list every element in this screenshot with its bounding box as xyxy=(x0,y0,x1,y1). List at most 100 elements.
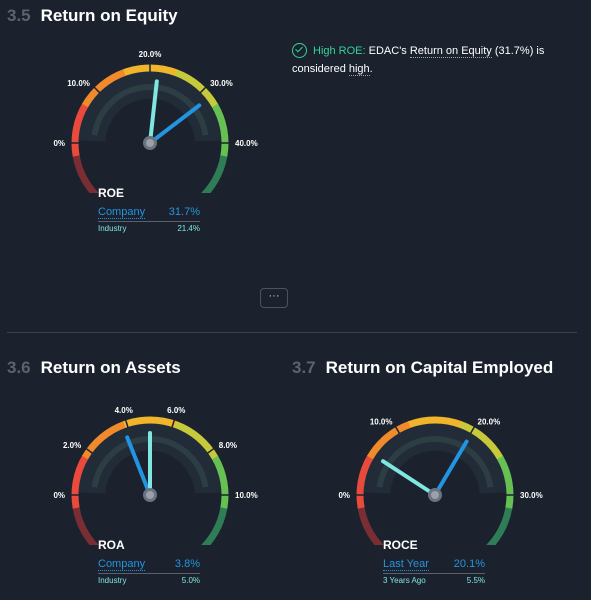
more-button[interactable]: ··· xyxy=(260,288,288,308)
gauge-band-segment xyxy=(195,507,228,556)
metric-secondary-label: 3 Years Ago xyxy=(383,576,426,585)
gauge-band-segment xyxy=(71,103,89,157)
metric-secondary-row: 3 Years Ago 5.5% xyxy=(383,573,485,585)
gauge-tick xyxy=(93,86,101,94)
metric-primary-row: Company 31.7% xyxy=(98,206,200,221)
gauge-needle-secondary xyxy=(381,459,437,497)
roce-section-title: 3.7 Return on Capital Employed xyxy=(292,358,553,378)
gauge-band-segment xyxy=(174,421,219,460)
roe-section-title: 3.5 Return on Equity xyxy=(7,6,178,26)
metric-secondary-row: Industry 5.0% xyxy=(98,573,200,585)
insight-highlight: High ROE: xyxy=(313,45,366,57)
insight-text: EDAC's xyxy=(365,45,410,57)
gauge-band-segment xyxy=(71,455,89,509)
gauge-band-segment xyxy=(123,416,178,429)
insight-text: . xyxy=(369,63,373,75)
gauge-inner-band xyxy=(75,68,225,143)
gauge-tick-label: 30.0% xyxy=(520,491,543,500)
section-number: 3.7 xyxy=(292,358,316,377)
section-number: 3.6 xyxy=(7,358,31,377)
insight-text: (31.7%) is xyxy=(491,45,545,57)
gauge-hub-center xyxy=(146,139,154,147)
gauge-tick-label: 0% xyxy=(53,491,65,500)
gauge-inner-band xyxy=(360,420,510,495)
metric-primary-row: Last Year 20.1% xyxy=(383,558,485,573)
gauge-tick-label: 20.0% xyxy=(139,50,162,59)
metric-title: ROCE xyxy=(383,538,418,552)
gauge-band-segment xyxy=(82,421,127,460)
metric-primary-value: 3.8% xyxy=(174,558,200,570)
gauge-svg: 0% 10.0% 20.0% 30.0% 40.0% xyxy=(53,50,258,204)
gauge-band-segment xyxy=(211,103,229,158)
metric-primary-value: 20.1% xyxy=(453,558,485,570)
section-heading: Return on Capital Employed xyxy=(325,358,554,377)
gauge-band-segment xyxy=(174,69,219,108)
gauge-needle-primary xyxy=(433,439,469,497)
metric-secondary-value: 5.5% xyxy=(466,576,485,585)
gauge-tick-label: 10.0% xyxy=(370,417,393,426)
metric-primary-label[interactable]: Company xyxy=(98,558,146,571)
roa-gauge: 0% 2.0% 4.0% 6.0% 8.0% 10.0% xyxy=(30,385,270,556)
gauge-tick xyxy=(469,426,476,434)
gauge-tick-label: 0% xyxy=(338,491,350,500)
gauge-tick-label: 40.0% xyxy=(235,139,258,148)
roa-metric-panel: ROA Company 3.8% Industry 5.0% xyxy=(98,538,200,585)
gauge-tick-label: 30.0% xyxy=(210,79,233,88)
metric-primary-label[interactable]: Company xyxy=(98,206,146,219)
insight-link[interactable]: Return on Equity xyxy=(409,45,492,58)
metric-secondary-value: 21.4% xyxy=(177,224,200,233)
metric-primary-label[interactable]: Last Year xyxy=(383,558,429,571)
gauge-band-segment xyxy=(408,416,463,429)
section-divider xyxy=(7,332,577,333)
gauge-tick xyxy=(394,426,401,434)
insight-text: considered xyxy=(292,63,349,75)
metric-title: ROA xyxy=(98,538,125,552)
metric-title: ROE xyxy=(98,186,125,200)
metric-primary-value: 31.7% xyxy=(168,206,200,218)
metric-secondary-row: Industry 21.4% xyxy=(98,221,200,233)
gauge-needle-secondary xyxy=(148,79,159,145)
gauge-inner-arc xyxy=(91,83,209,136)
roce-metric-panel: ROCE Last Year 20.1% 3 Years Ago 5.5% xyxy=(383,538,485,585)
gauge-band-segment xyxy=(480,507,513,556)
gauge-band-segment xyxy=(459,421,504,460)
metric-secondary-value: 5.0% xyxy=(181,576,200,585)
gauge-tick xyxy=(124,419,129,428)
gauge-svg: 0% 2.0% 4.0% 6.0% 8.0% 10.0% xyxy=(53,406,258,556)
gauge-hub-center xyxy=(146,491,154,499)
check-circle-icon xyxy=(292,43,307,58)
gauge-band-segment xyxy=(82,69,127,108)
gauge-needle-primary xyxy=(148,103,202,145)
gauge-tick-label: 6.0% xyxy=(167,406,185,415)
gauge-tick xyxy=(199,86,207,94)
gauge-band-segment xyxy=(211,455,229,510)
gauge-tick xyxy=(206,447,215,454)
roa-section-title: 3.6 Return on Assets xyxy=(7,358,181,378)
section-number: 3.5 xyxy=(7,6,31,25)
gauge-band-segment xyxy=(367,421,412,460)
gauge-tick-label: 10.0% xyxy=(67,79,90,88)
roe-insight: High ROE: EDAC's Return on Equity (31.7%… xyxy=(292,42,572,78)
gauge-tick-label: 10.0% xyxy=(235,491,258,500)
gauge-tick-label: 8.0% xyxy=(219,441,237,450)
gauge-band-segment xyxy=(195,155,228,204)
roe-metric-panel: ROE Company 31.7% Industry 21.4% xyxy=(98,186,200,233)
gauge-tick-label: 0% xyxy=(53,139,65,148)
gauge-tick-label: 4.0% xyxy=(115,406,133,415)
gauge-needle-primary xyxy=(125,435,152,497)
gauge-tick xyxy=(171,419,176,428)
section-heading: Return on Assets xyxy=(40,358,181,377)
roce-gauge: 0% 10.0% 20.0% 30.0% xyxy=(315,385,555,556)
gauge-hub-center xyxy=(431,491,439,499)
metric-primary-row: Company 3.8% xyxy=(98,558,200,573)
metric-secondary-label: Industry xyxy=(98,224,127,233)
gauge-tick-label: 20.0% xyxy=(478,417,501,426)
roe-gauge: 0% 10.0% 20.0% 30.0% 40.0% xyxy=(30,33,270,204)
section-heading: Return on Equity xyxy=(40,6,178,25)
gauge-band-segment xyxy=(496,455,514,510)
gauge-tick-label: 2.0% xyxy=(63,441,81,450)
metric-secondary-label: Industry xyxy=(98,576,127,585)
insight-term[interactable]: high xyxy=(348,63,370,76)
gauge-svg: 0% 10.0% 20.0% 30.0% xyxy=(338,416,543,556)
gauge-band-segment xyxy=(356,455,374,509)
